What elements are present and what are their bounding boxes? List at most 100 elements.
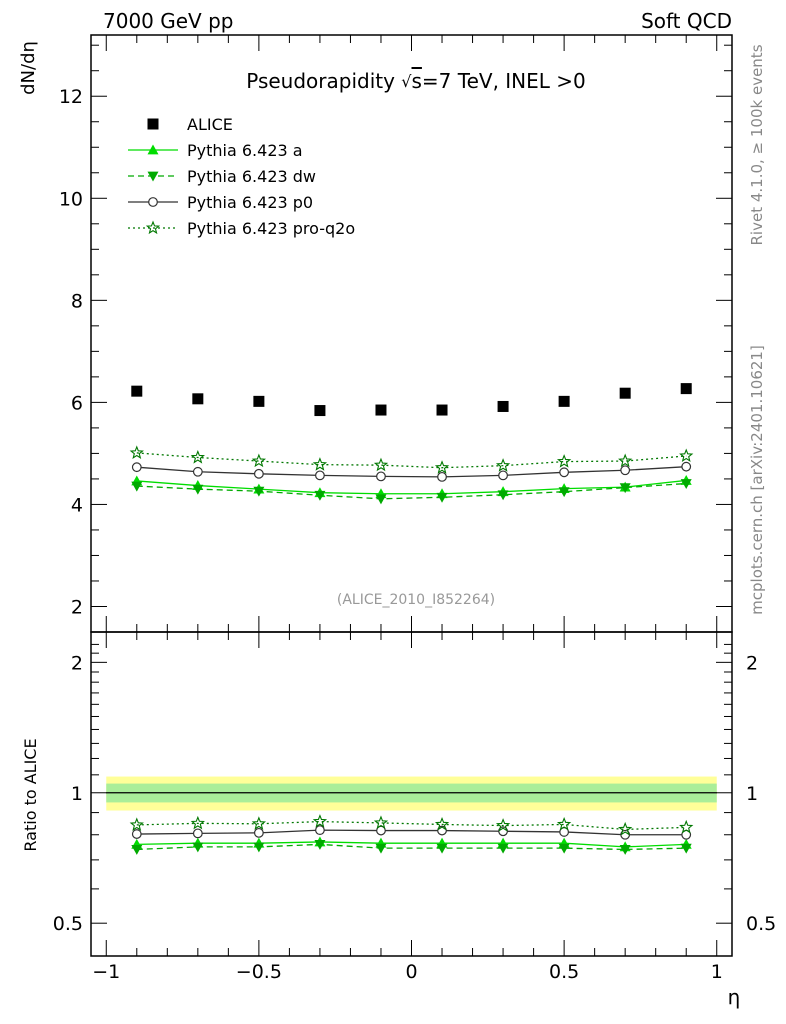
legend-label: Pythia 6.423 p0 [187, 193, 313, 212]
series-pythia-6-423-p0 [131, 461, 692, 482]
ratio-y-tick-label-left: 0.5 [53, 913, 83, 935]
series-pythia-6-423-dw [131, 479, 692, 505]
ratio-data-point [253, 827, 264, 838]
main-panel: 2 4 6 8 10 12 (ALICE_2010_I852264) Pseudorapi… [18, 34, 733, 633]
rivet-label: Rivet 4.1.0, ≥ 100k events [748, 44, 766, 245]
title-sqrt: √ [401, 72, 412, 91]
x-axis: −1 −0.5 0 0.5 1 [92, 35, 723, 983]
title-prefix: Pseudorapidity [246, 69, 401, 93]
series-line [136, 466, 687, 478]
legend-label: ALICE [187, 115, 233, 134]
series-alice [131, 383, 692, 417]
ratio-series-pythia-6-423-dw [131, 840, 692, 855]
x-tick-label: −0.5 [236, 961, 282, 983]
ratio-series-line [136, 829, 687, 836]
ratio-data-point [618, 821, 633, 836]
ratio-band [106, 776, 717, 811]
legend-entry: Pythia 6.423 p0 [128, 193, 313, 212]
data-point [129, 445, 144, 459]
data-point [681, 461, 692, 472]
series-line [136, 452, 687, 469]
x-tick-label: −1 [92, 961, 120, 983]
data-point [192, 393, 204, 405]
ratio-data-point [253, 842, 265, 853]
data-point [436, 404, 448, 416]
ratio-data-point [436, 843, 448, 854]
ratio-data-point [192, 842, 204, 853]
ratio-data-point [373, 815, 389, 829]
data-point [375, 404, 387, 416]
ratio-y-tick-label-left: 2 [71, 652, 83, 674]
main-y-tick-label: 2 [71, 596, 83, 618]
data-point [434, 460, 450, 474]
ratio-data-point [497, 843, 509, 854]
ratio-y-ticks: 0.5 0.5 1 1 2 2 [53, 643, 776, 935]
ratio-panel: 0.5 0.51 12 2 Ratio to ALICE −1 −0.5 0 0.5 1 η [21, 35, 776, 1009]
data-point [559, 467, 570, 478]
x-axis-label: η [728, 985, 741, 1009]
data-point [315, 470, 325, 481]
ratio-data-point [131, 845, 143, 855]
data-point [680, 479, 692, 490]
data-point [375, 494, 387, 505]
legend-marker [148, 197, 158, 207]
data-point [314, 490, 326, 501]
ratio-y-tick-label-right: 1 [746, 783, 758, 805]
series-line [136, 479, 687, 495]
main-y-tick-label: 6 [71, 392, 83, 414]
data-point [679, 448, 694, 463]
ratio-data-point [376, 825, 386, 836]
x-tick-label: 0 [405, 961, 417, 983]
data-point [253, 395, 265, 407]
legend-label: Pythia 6.423 a [187, 141, 303, 160]
ratio-data-point [312, 814, 328, 828]
ratio-data-point [620, 829, 631, 840]
data-point [376, 471, 386, 482]
main-y-tick-label: 4 [71, 494, 83, 516]
data-point [618, 453, 633, 468]
legend-entry: Pythia 6.423 dw [128, 167, 316, 186]
data-point [498, 470, 508, 481]
ratio-y-label: Ratio to ALICE [21, 738, 40, 851]
main-y-tick-label: 12 [59, 86, 83, 108]
ratio-data-point [314, 840, 326, 850]
data-point [192, 466, 203, 477]
ratio-y-tick-label-left: 1 [71, 783, 83, 805]
data-point [497, 400, 509, 412]
header-left: 7000 GeV pp [103, 9, 234, 33]
ratio-data-point [129, 817, 144, 831]
ratio-data-point [495, 818, 511, 832]
legend-entry: Pythia 6.423 pro-q2o [128, 219, 355, 238]
ratio-y-tick-label-right: 2 [746, 652, 758, 674]
x-tick-label: 1 [711, 961, 723, 983]
header-right: Soft QCD [641, 9, 732, 33]
ratio-series-pythia-6-423-pro-q2o [129, 814, 694, 836]
data-point [251, 453, 267, 468]
data-point [437, 471, 447, 482]
main-y-tick-label: 8 [71, 290, 83, 312]
data-point [558, 395, 570, 407]
mcplots-label: mcplots.cern.ch [arXiv:2401.10621] [748, 345, 766, 615]
legend-label: Pythia 6.423 dw [187, 167, 316, 186]
legend-marker [147, 171, 159, 182]
data-point [436, 492, 448, 503]
main-series [129, 383, 694, 505]
data-point [680, 383, 692, 395]
ratio-data-point [619, 845, 631, 855]
ratio-series-line [136, 843, 687, 851]
ratio-data-point [375, 843, 387, 854]
ratio-series-line [136, 820, 687, 831]
ratio-data-point [251, 816, 267, 830]
legend-marker [147, 144, 159, 155]
title-suffix: =7 TeV, INEL >0 [422, 69, 586, 93]
legend-entry: Pythia 6.423 a [128, 141, 303, 160]
legend-marker [147, 118, 159, 130]
series-pythia-6-423-a [131, 474, 692, 499]
ratio-series-line [136, 841, 687, 848]
main-y-tick-label: 10 [59, 188, 83, 210]
ratio-data-point [131, 829, 142, 839]
data-point [495, 458, 511, 472]
data-point [314, 405, 326, 417]
analysis-watermark: (ALICE_2010_I852264) [337, 592, 495, 608]
ratio-data-point [192, 828, 203, 839]
